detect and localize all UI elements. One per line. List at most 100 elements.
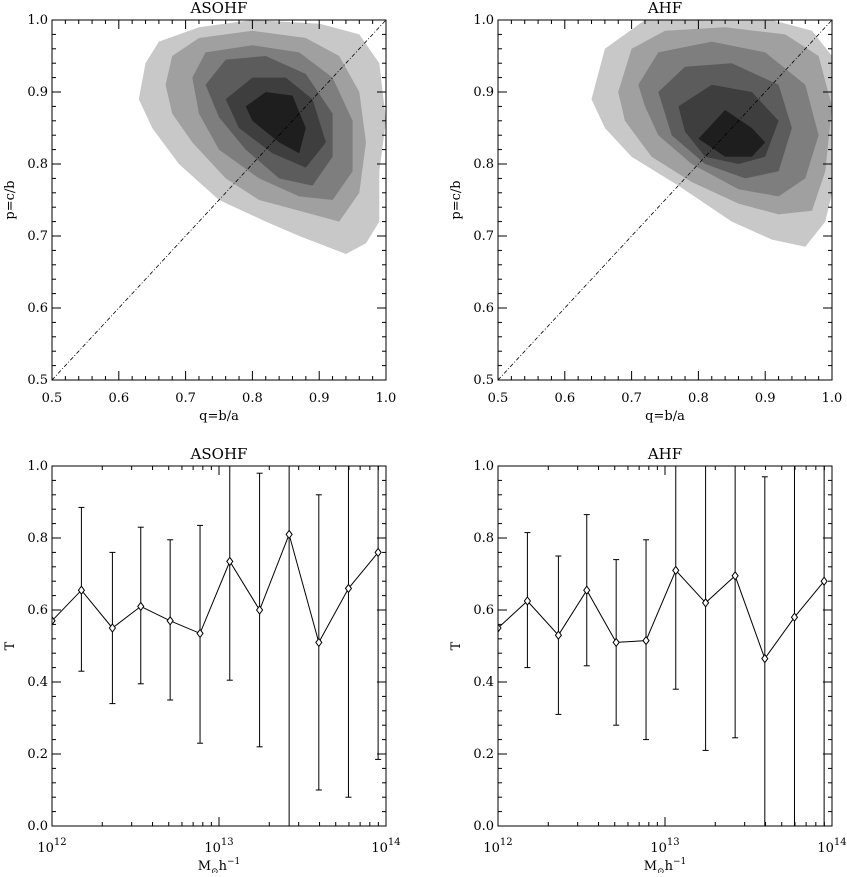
y-tick-label: 1.0 (473, 13, 494, 28)
y-tick-label: 0.8 (27, 157, 48, 172)
plot-area (52, 20, 386, 380)
data-point (554, 630, 563, 641)
x-axis-label-sun: ⊙ (211, 867, 219, 873)
x-axis-label-exp: −1 (673, 857, 686, 867)
x-tick-label: 1.0 (376, 391, 397, 406)
data-point (701, 597, 710, 608)
data-point (374, 547, 382, 558)
y-tick-label: 1.0 (473, 459, 494, 474)
x-tick-exponent: 14 (834, 837, 847, 848)
x-axis-label: M⊙h−1 (198, 857, 241, 873)
y-tick-label: 0.8 (27, 531, 48, 546)
x-tick-label: 0.5 (42, 391, 63, 406)
x-tick-label: 1.0 (822, 391, 843, 406)
y-tick-label: 0.0 (473, 819, 494, 834)
y-tick-label: 0.2 (27, 747, 48, 762)
data-point (77, 585, 86, 596)
x-tick-exponent: 14 (388, 837, 401, 848)
y-tick-label: 0.5 (27, 373, 48, 388)
plot-frame (51, 465, 387, 827)
y-tick-label: 1.0 (27, 13, 48, 28)
data-point (498, 623, 502, 633)
plot-frame (51, 19, 387, 381)
x-tick-label: 0.8 (688, 391, 709, 406)
x-axis-label-exp: −1 (227, 857, 240, 867)
data-point (820, 576, 828, 587)
y-tick-label: 0.6 (473, 301, 494, 316)
plot-frame (497, 19, 833, 381)
chart-panel-3: 1012 1013 10140.00.20.40.60.81.0ASOHFTM⊙h−… (3, 445, 401, 877)
data-point (52, 615, 56, 626)
x-tick-label: 0.8 (242, 391, 263, 406)
x-axis-label: q=b/a (199, 409, 239, 424)
y-tick-label: 1.0 (27, 459, 48, 474)
diagonal-reference-line (498, 20, 832, 380)
y-tick-label: 0.8 (473, 157, 494, 172)
x-tick-label: 0.9 (309, 391, 330, 406)
plot-frame (497, 465, 833, 827)
y-tick-label: 0.7 (27, 229, 48, 244)
data-point (196, 628, 204, 639)
x-tick-base: 10 (650, 841, 667, 856)
y-tick-label: 0.6 (473, 603, 494, 618)
data-point (344, 583, 353, 594)
x-axis-label-m: M (198, 859, 211, 873)
x-tick-label: 0.5 (488, 391, 509, 406)
data-point (226, 556, 234, 567)
x-tick-label: 1014 (817, 837, 846, 856)
contour-level-6 (245, 92, 306, 154)
x-axis-label-h: h (665, 859, 674, 873)
x-tick-base: 10 (817, 841, 834, 856)
x-tick-exponent: 12 (54, 837, 67, 848)
y-tick-label: 0.4 (473, 675, 494, 690)
data-line (52, 532, 379, 644)
x-axis-label-m: M (644, 859, 657, 873)
x-tick-label: 1012 (37, 837, 66, 856)
y-tick-label: 0.9 (473, 85, 494, 100)
chart-panel-1: 0.5 0.6 0.7 0.8 0.9 1.0 0.5 0.6 0.7 0.8 0.9 1.0 ASOH… (3, 0, 396, 424)
y-tick-label: 0.6 (27, 603, 48, 618)
y-tick-label: 0.8 (473, 531, 494, 546)
x-tick-base: 10 (37, 841, 54, 856)
chart-title: ASOHF (190, 0, 248, 17)
diagonal-reference-line (52, 20, 386, 380)
y-tick-label: 0.9 (27, 85, 48, 100)
x-axis-label-h: h (219, 859, 228, 873)
x-tick-exponent: 13 (221, 837, 234, 848)
y-axis-label: p=c/b (449, 180, 464, 219)
data-point (255, 605, 264, 615)
data-point (612, 637, 620, 648)
y-tick-label: 0.0 (27, 819, 48, 834)
x-axis-label: M⊙h−1 (644, 857, 687, 873)
y-axis-label: T (3, 641, 18, 650)
data-point (731, 570, 739, 581)
chart-title: AHF (647, 445, 682, 463)
data-point (790, 612, 799, 623)
data-point (108, 623, 117, 633)
y-tick-label: 0.6 (27, 301, 48, 316)
plot-area (498, 466, 828, 826)
x-tick-exponent: 13 (667, 837, 680, 848)
x-tick-base: 10 (483, 841, 500, 856)
chart-panel-2: 0.5 0.6 0.7 0.8 0.9 1.0 0.5 0.6 0.7 0.8 0.9 1.0 AHF p… (449, 0, 842, 424)
data-point (523, 596, 532, 606)
x-axis-label-sun: ⊙ (657, 867, 665, 873)
y-tick-label: 0.5 (473, 373, 494, 388)
data-point (642, 635, 650, 646)
x-tick-label: 0.6 (554, 391, 575, 406)
data-point (315, 637, 323, 648)
y-tick-label: 0.4 (27, 675, 48, 690)
chart-title: AHF (647, 0, 682, 17)
data-point (285, 529, 293, 540)
y-axis-label: p=c/b (3, 180, 18, 219)
x-tick-label: 0.7 (621, 391, 642, 406)
data-line (498, 569, 825, 660)
x-tick-base: 10 (371, 841, 388, 856)
x-tick-label: 1014 (371, 837, 400, 856)
x-tick-exponent: 12 (500, 837, 513, 848)
plot-area (52, 466, 382, 826)
plot-area (498, 20, 832, 380)
y-axis-label: T (449, 641, 464, 650)
